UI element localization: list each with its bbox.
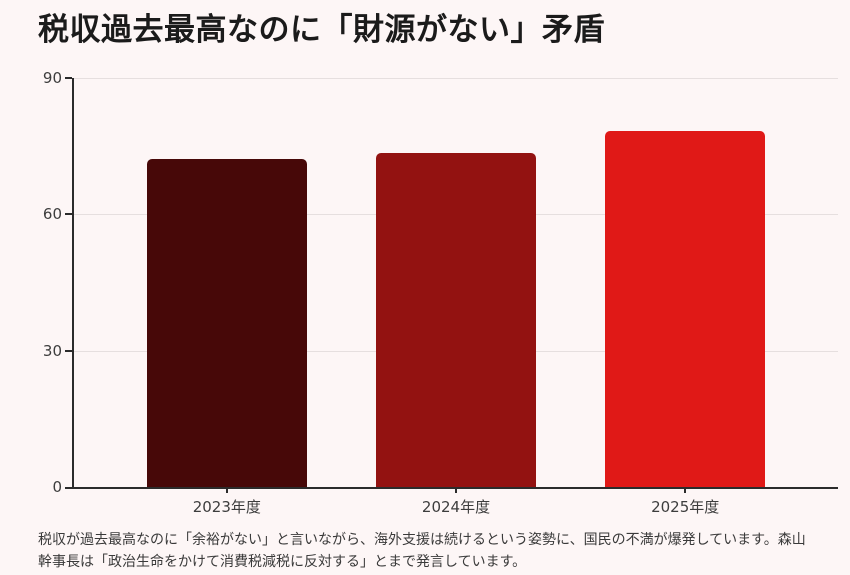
y-tick-mark-60	[65, 213, 72, 216]
chart-title: 税収過去最高なのに「財源がない」矛盾	[38, 12, 605, 48]
x-tick-mark-2025年度	[684, 487, 687, 493]
y-tick-label-90: 90	[42, 69, 62, 87]
x-tick-mark-2024年度	[455, 487, 457, 493]
y-tick-label-0: 0	[52, 478, 62, 496]
x-tick-mark-2023年度	[225, 487, 228, 493]
x-tick-label-2024年度: 2024年度	[421, 498, 491, 516]
y-tick-label-30: 30	[42, 341, 62, 360]
bar-2025年度	[605, 130, 766, 487]
plot-area: 0 30 60 90 2023年度 2024年度 2025年度	[43, 69, 838, 516]
y-tick-mark-0	[65, 487, 72, 489]
gridline-y-90	[74, 78, 838, 79]
y-tick-label-60: 60	[42, 205, 62, 224]
footer-note: 税収が過去最高なのに「余裕がない」と言いながら、海外支援は続けるという姿勢に、国…	[38, 532, 806, 571]
bar-2023年度	[146, 159, 307, 487]
x-tick-label-2023年度: 2023年度	[192, 498, 261, 516]
y-tick-mark-90	[65, 77, 72, 79]
x-tick-label-2025年度: 2025年度	[651, 498, 720, 516]
bar-2024年度	[376, 153, 536, 487]
y-tick-mark-30	[65, 349, 72, 352]
